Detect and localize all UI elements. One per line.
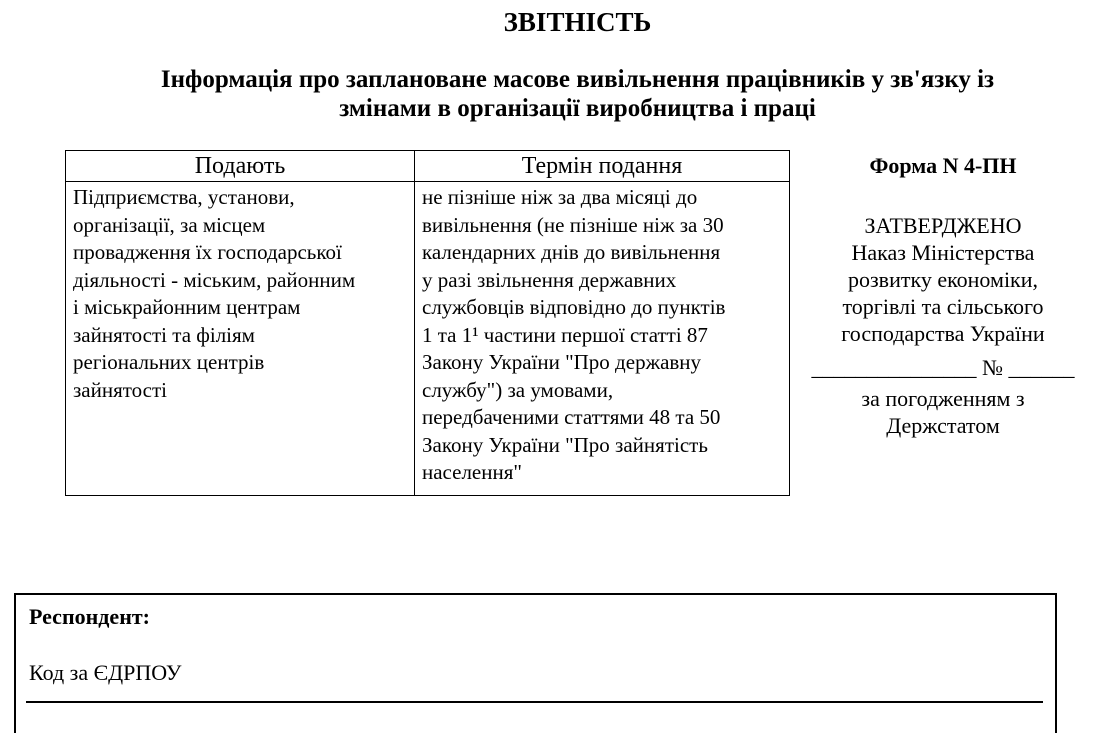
header-cell-termin: Термін подання <box>414 150 790 182</box>
termin-line: у разі звільнення державних <box>422 267 677 292</box>
podayut-line: регіональних центрів <box>73 350 265 374</box>
edrpou-fill-line <box>26 701 1043 703</box>
podayut-line: і міськрайонним центрам <box>73 295 301 319</box>
number-fill-line: _______________ № ______ <box>811 355 1075 380</box>
termin-line: вивільнення (не пізніше ніж за 30 <box>422 212 724 237</box>
termin-line: службовців відповідно до пунктів <box>422 295 726 319</box>
cell-podayut: Підприємства, установи, організації, за … <box>65 181 415 496</box>
termin-line: 1 та 1¹ частини першої статті 87 <box>422 322 708 347</box>
respondent-label: Респондент: <box>29 604 150 629</box>
podayut-line: зайнятості <box>73 377 168 402</box>
respondent-box: Респондент: Код за ЄДРПОУ <box>14 593 1057 733</box>
subtitle-line-2: змінами в організації виробництва і прац… <box>339 95 816 122</box>
termin-line: Закону України "Про зайнятість <box>422 432 708 457</box>
approved-label: ЗАТВЕРДЖЕНО <box>864 213 1022 238</box>
podayut-line: організації, за місцем <box>73 212 266 237</box>
order-line: Наказ Міністерства <box>851 240 1035 265</box>
termin-line: календарних днів до вивільнення <box>422 240 721 264</box>
podayut-line: провадження їх господарської <box>73 240 342 264</box>
table-header-row: Подають Термін подання <box>65 150 790 182</box>
subtitle-line-1: Інформація про заплановане масове вивіль… <box>160 66 995 93</box>
order-line: розвитку економіки, <box>847 267 1039 292</box>
cell-termin: не пізніше ніж за два місяці до вивільне… <box>414 181 790 496</box>
order-line: господарства України <box>841 321 1045 346</box>
termin-line: населення" <box>422 460 522 484</box>
agreement-line: за погодженням з <box>861 386 1025 411</box>
order-line: торгівлі та сільського <box>842 294 1044 319</box>
edrpou-label: Код за ЄДРПОУ <box>29 660 182 685</box>
approval-block: Форма N 4-ПН ЗАТВЕРДЖЕНО Наказ Міністерс… <box>795 152 1091 439</box>
termin-line: Закону України "Про державну <box>422 350 702 374</box>
agreement-line: Держстатом <box>886 413 1000 438</box>
podayut-line: Підприємства, установи, <box>73 185 295 209</box>
header-cell-podayut: Подають <box>65 150 415 182</box>
submitters-table: Подають Термін подання Підприємства, уст… <box>65 150 790 496</box>
page-title: ЗВІТНІСТЬ <box>503 7 652 37</box>
termin-line: передбаченими статтями 48 та 50 <box>422 405 721 429</box>
table-body-row: Підприємства, установи, організації, за … <box>65 181 790 496</box>
form-number-label: Форма N 4-ПН <box>869 153 1017 178</box>
termin-line: не пізніше ніж за два місяці до <box>422 185 698 209</box>
podayut-line: діяльності - міським, районним <box>73 267 356 292</box>
termin-line: службу") за умовами, <box>422 377 614 402</box>
podayut-line: зайнятості та філіям <box>73 322 255 347</box>
form-subtitle: Інформація про заплановане масове вивіль… <box>65 65 1090 123</box>
